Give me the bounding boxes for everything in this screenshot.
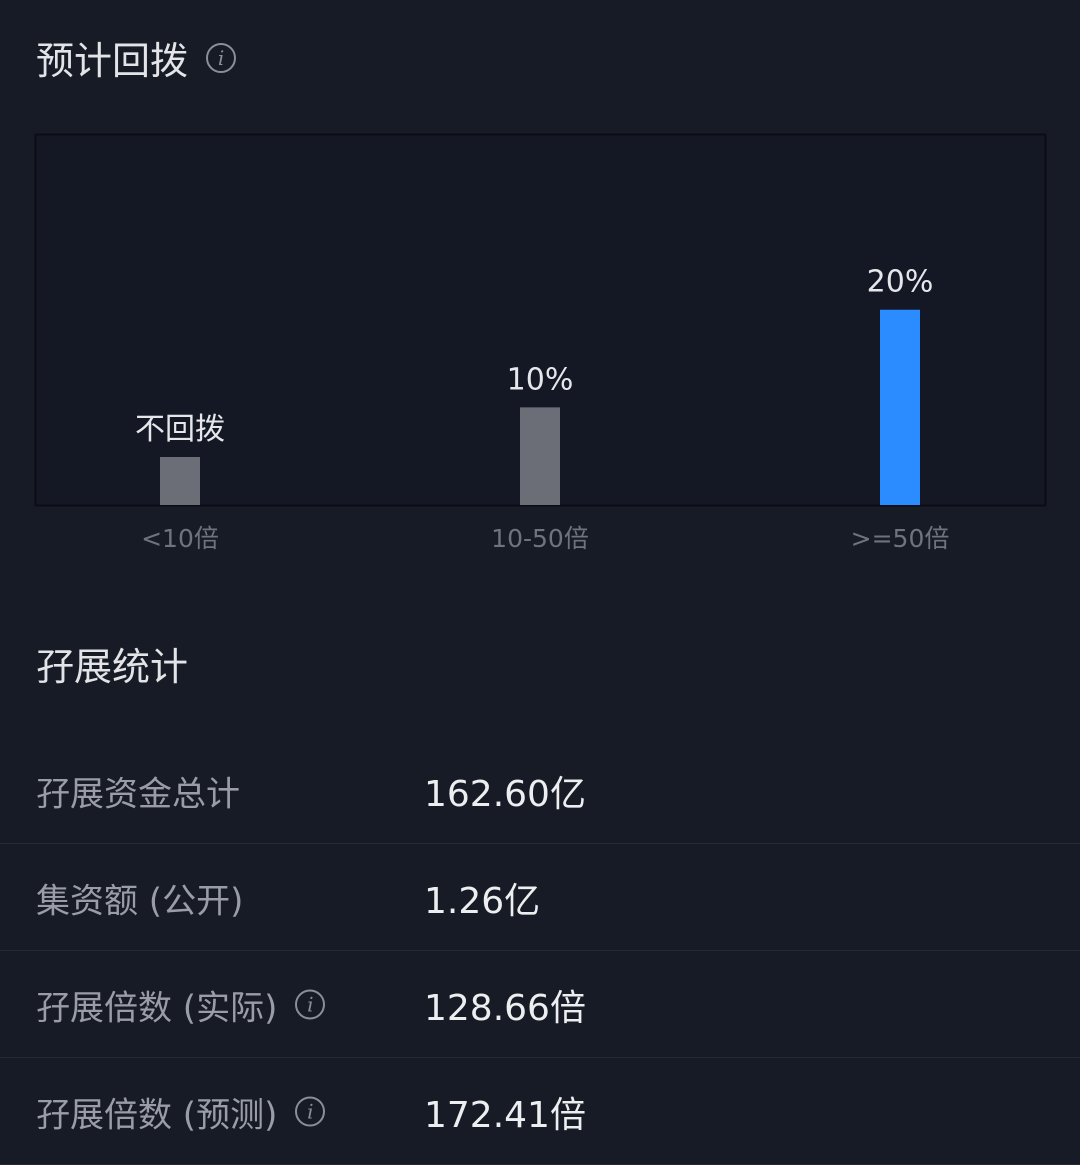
bar — [160, 457, 200, 505]
stat-label: 集资额 (公开) — [36, 881, 244, 921]
stat-value: 172.41倍 — [424, 1094, 586, 1136]
stat-row: 孖展倍数 (预测) i 172.41倍 — [0, 1059, 1080, 1165]
bar — [520, 407, 560, 505]
stat-label: 孖展倍数 (预测) — [36, 1095, 278, 1135]
stat-label-wrap: 孖展资金总计 — [36, 766, 240, 815]
info-icon[interactable]: i — [206, 42, 237, 73]
stat-label-wrap: 孖展倍数 (实际) i — [36, 980, 326, 1029]
stat-label-wrap: 集资额 (公开) — [36, 873, 243, 922]
data-label: 20% — [867, 265, 934, 300]
info-icon[interactable]: i — [295, 989, 326, 1020]
stat-row: 孖展倍数 (实际) i 128.66倍 — [0, 952, 1080, 1058]
bar — [880, 309, 920, 505]
x-tick-label: <10倍 — [141, 524, 219, 553]
stat-row: 孖展资金总计 162.60亿 — [0, 738, 1080, 844]
clawback-bar-chart: 不回拨 <10倍 10% 10-50倍 20% >=50倍 — [34, 133, 1047, 553]
section-title-expected-clawback: 预计回拨 i — [36, 30, 237, 85]
stat-label-wrap: 孖展倍数 (预测) i — [36, 1087, 326, 1136]
x-tick-label: 10-50倍 — [491, 524, 589, 553]
stat-value: 162.60亿 — [424, 773, 586, 815]
data-label: 不回拨 — [135, 412, 225, 447]
stat-value: 1.26亿 — [424, 880, 541, 922]
stat-label: 孖展资金总计 — [36, 774, 240, 814]
stat-label: 孖展倍数 (实际) — [36, 988, 278, 1028]
stat-value: 128.66倍 — [424, 987, 586, 1029]
stat-row: 集资额 (公开) 1.26亿 — [0, 845, 1080, 951]
section-title-text: 预计回拨 — [36, 39, 189, 83]
section-title-margin-stats: 孖展统计 — [36, 636, 188, 691]
x-tick-label: >=50倍 — [851, 524, 950, 553]
data-label: 10% — [507, 362, 574, 397]
info-icon[interactable]: i — [295, 1096, 326, 1127]
section-title-text: 孖展统计 — [36, 645, 189, 689]
